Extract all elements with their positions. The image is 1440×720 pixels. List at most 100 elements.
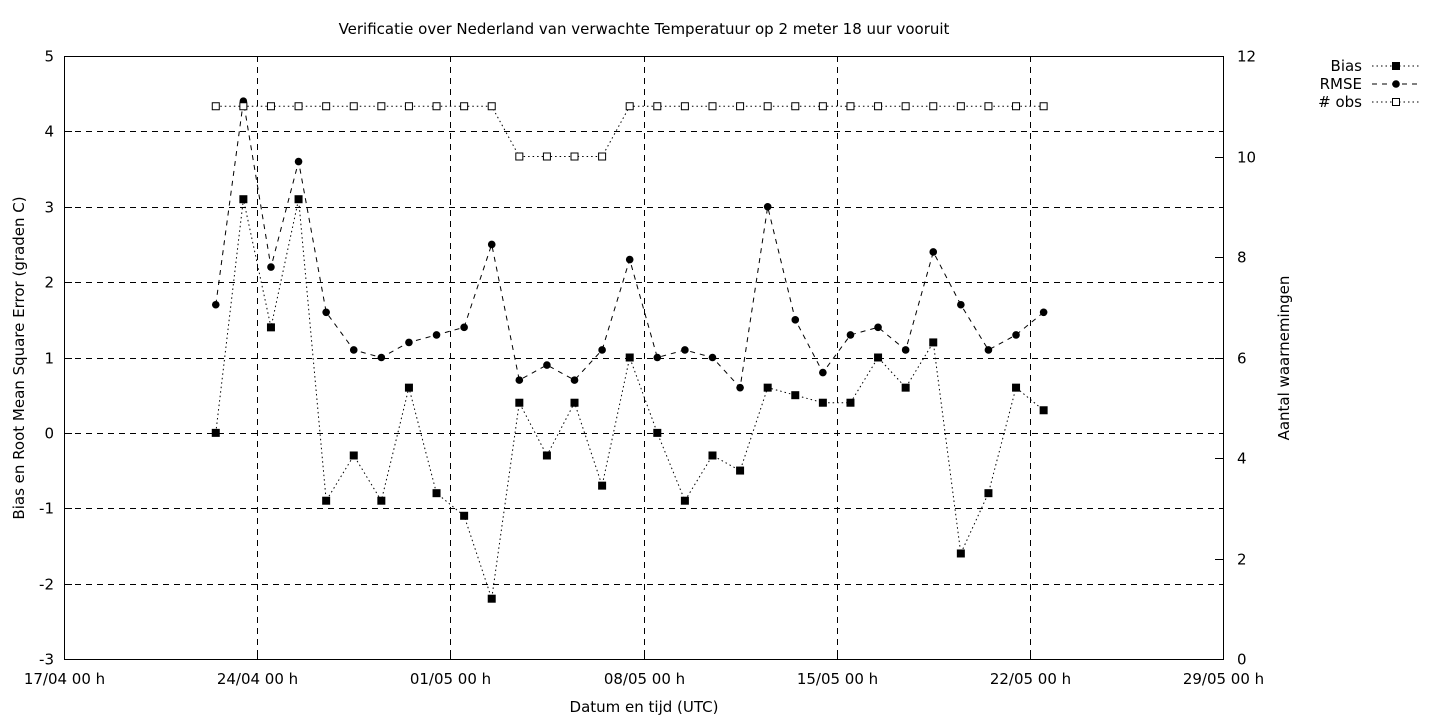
y-tick-label: 1 xyxy=(44,350,54,368)
legend-label-rmse: RMSE xyxy=(1320,75,1362,93)
data-point-obs xyxy=(404,102,413,111)
series-rmse xyxy=(211,97,1048,392)
data-point-obs xyxy=(598,152,607,161)
data-point-obs xyxy=(349,102,358,111)
data-point-bias xyxy=(846,398,855,407)
data-point-obs xyxy=(929,102,938,111)
data-point-obs xyxy=(653,102,662,111)
data-point-rmse xyxy=(487,240,496,249)
data-point-rmse xyxy=(957,300,965,309)
data-point-bias xyxy=(1012,383,1021,392)
data-point-bias xyxy=(818,398,827,407)
legend-label-bias: Bias xyxy=(1331,57,1363,75)
data-point-bias xyxy=(791,391,800,400)
data-point-bias xyxy=(763,383,772,392)
data-point-obs xyxy=(239,102,248,111)
data-point-rmse xyxy=(460,323,468,332)
data-point-rmse xyxy=(322,308,330,317)
data-point-bias xyxy=(570,398,579,407)
y-axis-title: Bias en Root Mean Square Error (graden C… xyxy=(10,196,28,519)
y2-tick-label: 0 xyxy=(1237,651,1247,669)
data-point-bias xyxy=(1039,406,1048,415)
data-point-rmse xyxy=(791,316,800,324)
data-point-obs xyxy=(432,102,441,111)
data-point-bias xyxy=(736,466,745,475)
data-point-obs xyxy=(460,102,469,111)
legend-marker-bias xyxy=(1392,62,1400,70)
data-point-obs xyxy=(846,102,855,111)
data-point-obs xyxy=(377,102,386,111)
data-point-obs xyxy=(294,102,303,111)
data-point-obs xyxy=(956,102,965,111)
series-bias xyxy=(211,195,1048,603)
data-point-rmse xyxy=(570,376,579,384)
data-point-bias xyxy=(432,489,441,498)
x-tick-label: 29/05 00 h xyxy=(1183,670,1264,688)
x-tick-label: 15/05 00 h xyxy=(797,670,878,688)
y2-tick-label: 12 xyxy=(1237,48,1256,66)
data-point-obs xyxy=(874,102,883,111)
data-point-rmse xyxy=(598,346,606,354)
data-point-rmse xyxy=(901,346,910,354)
x-tick-label: 22/05 00 h xyxy=(990,670,1071,688)
data-point-obs xyxy=(1012,102,1021,111)
data-point-bias xyxy=(708,451,717,460)
data-point-rmse xyxy=(515,376,524,384)
legend-marker-obs xyxy=(1392,98,1400,106)
x-tick-label: 01/05 00 h xyxy=(410,670,491,688)
legend-label-obs: # obs xyxy=(1318,93,1362,111)
data-point-rmse xyxy=(543,361,551,369)
data-point-obs xyxy=(791,102,800,111)
data-point-bias xyxy=(266,323,275,332)
y2-tick-label: 8 xyxy=(1237,249,1247,267)
data-point-bias xyxy=(984,489,993,498)
data-point-rmse xyxy=(1039,308,1048,317)
y2-tick-label: 6 xyxy=(1237,350,1247,368)
data-point-rmse xyxy=(763,202,772,211)
data-point-obs xyxy=(680,102,689,111)
data-point-rmse xyxy=(267,263,275,271)
data-point-bias xyxy=(956,549,965,558)
data-point-bias xyxy=(653,428,662,437)
data-point-rmse xyxy=(681,346,689,354)
y2-axis-title: Aantal waarnemingen xyxy=(1275,276,1293,441)
y-tick-label: 3 xyxy=(44,199,54,217)
y-tick-label: 2 xyxy=(44,274,54,292)
data-point-bias xyxy=(625,353,634,362)
data-point-obs xyxy=(708,102,717,111)
data-point-obs xyxy=(487,102,496,111)
data-point-obs xyxy=(763,102,772,111)
data-point-obs xyxy=(570,152,579,161)
data-point-rmse xyxy=(653,353,662,362)
data-point-bias xyxy=(874,353,883,362)
data-point-obs xyxy=(818,102,827,111)
grid xyxy=(64,56,1223,659)
data-point-rmse xyxy=(405,338,413,347)
data-point-rmse xyxy=(625,255,634,264)
data-point-bias xyxy=(598,481,607,490)
data-point-rmse xyxy=(874,323,882,332)
data-point-rmse xyxy=(211,300,220,309)
y2-tick-label: 4 xyxy=(1237,450,1247,468)
data-point-rmse xyxy=(708,353,717,362)
data-point-rmse xyxy=(377,353,386,362)
series-obs xyxy=(211,102,1048,161)
data-point-obs xyxy=(736,102,745,111)
data-point-rmse xyxy=(819,368,827,377)
data-point-bias xyxy=(901,383,910,392)
data-point-bias xyxy=(487,594,496,603)
x-tick-label: 24/04 00 h xyxy=(217,670,298,688)
data-point-rmse xyxy=(846,331,855,339)
y2-tick-label: 2 xyxy=(1237,551,1247,569)
data-point-bias xyxy=(929,338,938,347)
data-point-rmse xyxy=(984,346,993,354)
data-point-obs xyxy=(984,102,993,111)
x-tick-label: 08/05 00 h xyxy=(604,670,685,688)
legend-marker-rmse xyxy=(1392,80,1400,88)
y2-tick-label: 10 xyxy=(1237,149,1256,167)
data-point-bias xyxy=(680,496,689,505)
data-point-obs xyxy=(266,102,275,111)
data-point-bias xyxy=(377,496,386,505)
